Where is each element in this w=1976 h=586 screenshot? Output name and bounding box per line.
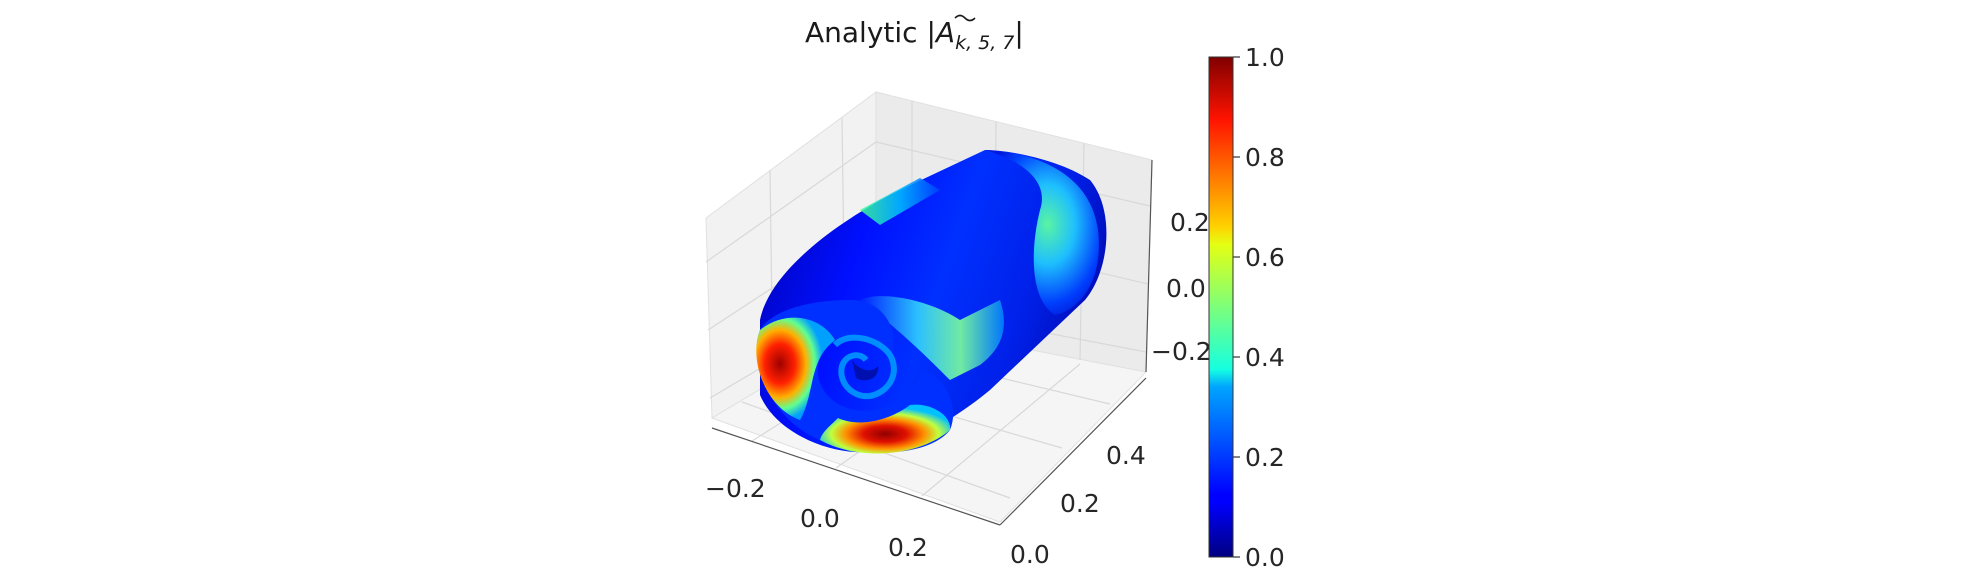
surface-hot-bottom bbox=[820, 404, 951, 454]
colorbar-tick-label: 0.2 bbox=[1245, 443, 1285, 472]
colorbar: 1.0 0.8 0.6 0.4 0.2 0.0 bbox=[1208, 43, 1285, 572]
y-tick-label: 0.4 bbox=[1106, 441, 1146, 470]
y-tick-label: 0.0 bbox=[1010, 540, 1050, 569]
x-tick-label: −0.2 bbox=[705, 474, 766, 503]
z-tick-label: 0.0 bbox=[1166, 274, 1206, 303]
y-axis-line bbox=[999, 377, 1147, 526]
surface-hot-left bbox=[756, 317, 835, 420]
colorbar-tick-label: 0.6 bbox=[1245, 243, 1285, 272]
colorbar-ticks: 1.0 0.8 0.6 0.4 0.2 0.0 bbox=[1233, 43, 1285, 572]
surface-top-strip bbox=[860, 178, 940, 225]
surface-inner-band bbox=[860, 296, 1004, 380]
x-axis-line bbox=[711, 427, 1001, 526]
colorbar-gradient bbox=[1208, 56, 1234, 558]
colorbar-tick-label: 0.8 bbox=[1245, 143, 1285, 172]
z-tick-label: 0.2 bbox=[1170, 208, 1210, 237]
z-tick-label: −0.2 bbox=[1151, 337, 1212, 366]
x-tick-label: 0.0 bbox=[800, 504, 840, 533]
surface-inner-curl bbox=[832, 334, 897, 400]
surface bbox=[756, 150, 1107, 454]
y-tick-label: 0.2 bbox=[1060, 489, 1100, 518]
surface-end-cap bbox=[985, 150, 1099, 315]
colorbar-tick-label: 0.0 bbox=[1245, 543, 1285, 572]
x-tick-label: 0.2 bbox=[888, 533, 928, 562]
surface-center-dark bbox=[852, 360, 879, 381]
title-tilde bbox=[954, 14, 976, 22]
chart-title: Analytic |Ak, 5, 7| bbox=[805, 16, 1024, 54]
colorbar-tick-label: 0.4 bbox=[1245, 343, 1285, 372]
z-axis-ticks: 0.2 0.0 −0.2 bbox=[1151, 208, 1212, 366]
colorbar-tick-label: 1.0 bbox=[1245, 43, 1285, 72]
z-axis-line bbox=[1145, 159, 1153, 373]
y-axis-ticks: 0.0 0.2 0.4 bbox=[1010, 441, 1146, 569]
x-axis-ticks: −0.2 0.0 0.2 bbox=[705, 474, 928, 562]
surface-outer-shell bbox=[760, 150, 1107, 453]
axis-lines bbox=[711, 159, 1153, 526]
